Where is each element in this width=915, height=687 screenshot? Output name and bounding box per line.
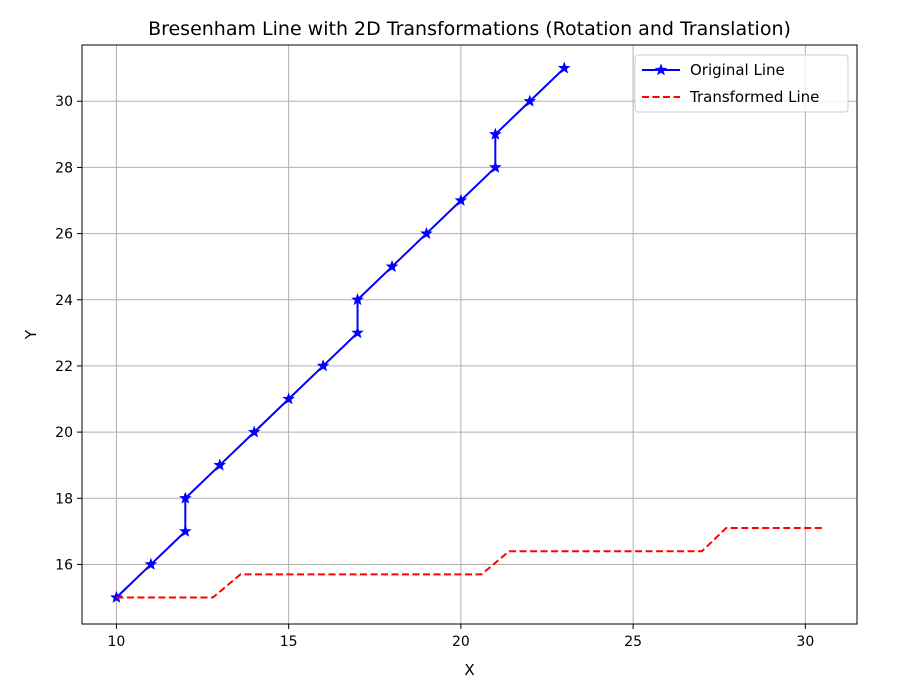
data-point [454, 193, 468, 206]
x-tick-label: 15 [280, 634, 298, 650]
data-point [213, 458, 227, 471]
y-tick-label: 24 [55, 293, 73, 309]
plot-series [110, 61, 823, 603]
data-point [179, 491, 192, 504]
legend-label: Transformed Line [689, 88, 819, 106]
data-point [282, 392, 295, 405]
x-axis-title: X [464, 661, 474, 679]
data-point [316, 359, 330, 372]
axis-ticks: 10 15 20 25 30 16 18 20 22 24 26 28 30 [55, 94, 814, 650]
x-tick-label: 25 [624, 634, 642, 650]
data-point [523, 94, 537, 107]
y-tick-label: 16 [55, 557, 73, 573]
y-tick-label: 22 [55, 359, 73, 375]
data-point [247, 425, 261, 438]
series-line-2 [116, 527, 823, 599]
data-point [351, 293, 364, 306]
data-point [179, 524, 192, 537]
y-tick-label: 30 [55, 94, 73, 110]
chart-title: Bresenham Line with 2D Transformations (… [148, 18, 791, 40]
x-tick-label: 30 [796, 634, 814, 650]
data-point [420, 226, 433, 239]
x-tick-label: 10 [108, 634, 126, 650]
legend-marker [654, 63, 668, 76]
legend-label: Original Line [690, 61, 785, 79]
plot-frame [81, 44, 858, 625]
data-point [489, 160, 502, 173]
y-tick-label: 26 [55, 227, 73, 243]
y-tick-label: 18 [55, 491, 73, 507]
y-tick-label: 28 [55, 160, 73, 176]
data-point [557, 61, 571, 74]
legend-box [634, 54, 849, 113]
legend: Original Line Transformed Line [634, 54, 849, 113]
y-tick-label: 20 [55, 425, 73, 441]
data-point [144, 557, 158, 570]
grid [82, 45, 857, 624]
data-point [385, 260, 399, 273]
x-tick-label: 20 [452, 634, 470, 650]
y-axis-title: Y [22, 329, 40, 340]
data-point [351, 326, 364, 339]
data-point [489, 127, 502, 140]
